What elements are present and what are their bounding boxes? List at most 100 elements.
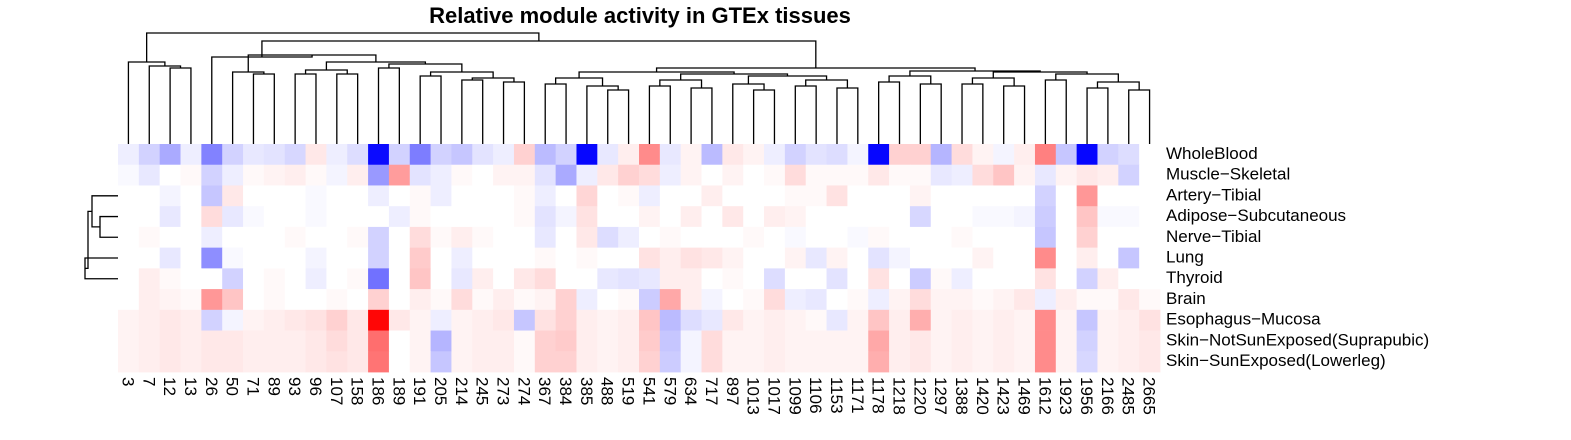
cell	[1139, 144, 1161, 166]
cell	[534, 351, 557, 373]
cell	[1055, 330, 1078, 352]
cell	[659, 247, 682, 269]
cell	[764, 144, 786, 166]
cell	[993, 268, 1015, 290]
cell	[513, 144, 536, 166]
cell	[784, 206, 807, 228]
dendrogram-branch	[888, 75, 932, 84]
cell	[951, 268, 973, 290]
cell	[1034, 309, 1057, 331]
cell	[847, 206, 869, 228]
cell	[1097, 351, 1119, 373]
cell	[1014, 164, 1036, 186]
dendrogram-branch	[148, 65, 182, 144]
column-label: 273	[494, 377, 513, 405]
row-dendrogram	[84, 195, 118, 280]
cell	[513, 268, 536, 290]
cell	[1055, 206, 1078, 228]
cell	[1097, 144, 1119, 166]
cell	[889, 268, 911, 290]
cell	[430, 351, 452, 373]
cell	[576, 164, 598, 186]
cell	[493, 226, 515, 249]
cell	[618, 351, 640, 373]
cell	[138, 226, 161, 249]
cell	[930, 144, 952, 166]
cell	[201, 268, 223, 290]
column-label: 7	[139, 377, 158, 386]
cell	[326, 289, 348, 311]
cell	[764, 185, 786, 207]
cell	[1118, 309, 1140, 331]
dendrogram-branch	[648, 85, 671, 144]
cell	[868, 206, 890, 228]
cell	[1076, 185, 1098, 207]
column-label: 634	[681, 377, 700, 405]
column-label: 1923	[1056, 377, 1075, 415]
cell	[1055, 351, 1078, 373]
cell	[138, 330, 161, 352]
dendrogram-branch	[992, 71, 1088, 78]
cell	[659, 330, 682, 352]
cell	[805, 351, 827, 373]
cell	[1139, 206, 1161, 228]
cell	[159, 164, 181, 186]
cell	[451, 185, 473, 207]
cell	[784, 330, 807, 352]
cell	[743, 351, 765, 373]
cell	[722, 247, 744, 269]
cell	[493, 185, 515, 207]
cell	[180, 144, 202, 166]
dendrogram-branch	[419, 75, 442, 144]
cell	[1076, 164, 1098, 186]
cell	[680, 289, 702, 311]
cell	[951, 185, 973, 207]
cell	[680, 247, 702, 269]
cell	[722, 164, 744, 186]
cell	[743, 185, 765, 207]
cell	[701, 309, 723, 331]
cell	[243, 226, 265, 249]
cell	[263, 144, 286, 166]
cell	[1097, 330, 1119, 352]
cell	[305, 268, 327, 290]
cell	[618, 226, 640, 249]
cell	[868, 330, 890, 352]
cell	[597, 247, 619, 269]
cell	[1034, 206, 1057, 228]
cell	[493, 247, 515, 269]
cell	[472, 206, 494, 228]
cell	[951, 206, 973, 228]
cell	[618, 185, 640, 207]
cell	[909, 144, 932, 166]
cell	[263, 206, 286, 228]
cell	[784, 289, 807, 311]
cell	[305, 226, 327, 249]
cell	[368, 289, 390, 311]
dendrogram-branch	[211, 55, 313, 144]
cell	[597, 144, 619, 166]
row-label: Nerve−Tibial	[1166, 227, 1261, 246]
cell	[201, 289, 223, 311]
column-label: 897	[723, 377, 742, 405]
column-label: 1388	[952, 377, 971, 415]
cell	[368, 330, 390, 352]
cell	[701, 351, 723, 373]
cell	[639, 226, 661, 249]
cell	[826, 226, 848, 249]
cell	[451, 268, 473, 290]
cell	[1055, 185, 1078, 207]
cell	[639, 309, 661, 331]
cell	[493, 330, 515, 352]
cell	[368, 268, 390, 290]
cell	[180, 330, 202, 352]
cell	[826, 268, 848, 290]
cell	[826, 185, 848, 207]
cell	[347, 226, 369, 249]
cell	[222, 268, 244, 290]
cell	[534, 185, 557, 207]
cell	[472, 351, 494, 373]
cell	[909, 268, 932, 290]
cell	[764, 164, 786, 186]
cell	[1055, 164, 1078, 186]
